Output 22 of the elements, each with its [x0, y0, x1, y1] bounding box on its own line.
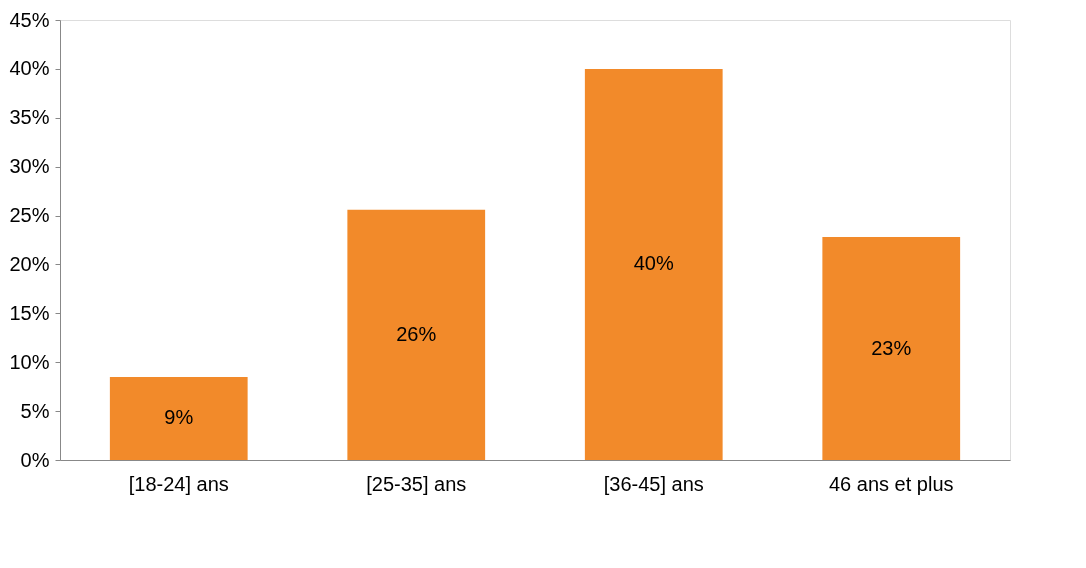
data-label: 23% [871, 336, 912, 359]
y-tick-label: 15% [9, 301, 50, 324]
bar [822, 237, 961, 460]
data-label: 9% [164, 406, 194, 429]
x-tick-label: 46 ans et plus [828, 472, 954, 495]
y-tick-label: 5% [20, 399, 50, 422]
x-tick-label: [25-35] ans [366, 472, 467, 495]
y-tick-label: 10% [9, 350, 50, 373]
y-tick-label: 45% [9, 8, 50, 31]
y-tick-label: 0% [20, 448, 50, 471]
y-tick-label: 35% [9, 106, 50, 129]
bar [347, 209, 486, 460]
y-tick-label: 25% [9, 204, 50, 227]
y-tick-label: 40% [9, 57, 50, 80]
x-tick-label: [36-45] ans [603, 472, 704, 495]
bar [584, 68, 723, 460]
x-tick-label: [18-24] ans [128, 472, 229, 495]
y-tick-label: 30% [9, 155, 50, 178]
y-tick-label: 20% [9, 252, 50, 275]
data-label: 40% [633, 252, 674, 275]
data-label: 26% [396, 322, 437, 345]
bar [109, 376, 248, 460]
